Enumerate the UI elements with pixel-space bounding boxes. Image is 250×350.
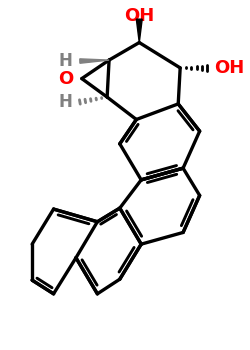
- Text: OH: OH: [214, 59, 244, 77]
- Polygon shape: [80, 59, 109, 63]
- Text: H: H: [58, 93, 72, 111]
- Text: OH: OH: [124, 7, 154, 24]
- Text: H: H: [58, 52, 72, 70]
- Text: O: O: [58, 70, 73, 88]
- Polygon shape: [136, 19, 142, 43]
